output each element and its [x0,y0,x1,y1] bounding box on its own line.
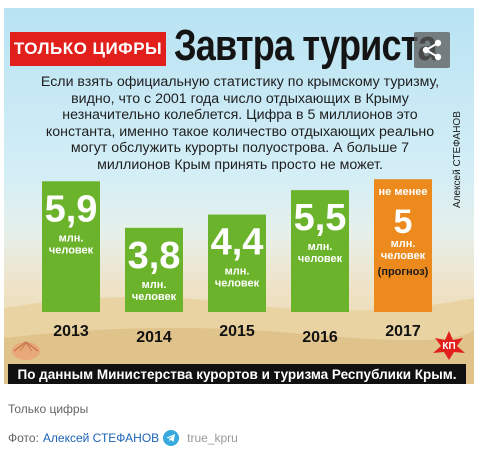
share-icon [422,39,442,61]
unit-label: млн. [308,241,333,253]
bar-chart: 5,9млн.человек20133,8млн.человек20144,4м… [42,179,432,346]
year-tick-label: 2017 [385,323,421,340]
forecast-suffix-label: (прогноз) [378,266,429,278]
unit-label: человек [215,278,260,290]
source-note: По данным Министерства курортов и туризм… [8,364,466,384]
year-tick-label: 2015 [219,323,255,340]
photo-prefix: Фото: [8,431,39,445]
headline: Завтра туриста [174,21,438,70]
unit-label: млн. [225,266,250,278]
telegram-icon[interactable] [163,430,180,446]
data-label: 5,9 [45,188,98,230]
share-button[interactable] [414,32,450,68]
unit-label: человек [298,253,343,265]
photo-caption: Только цифры [8,402,89,416]
svg-text:КП: КП [442,341,455,352]
section-badge: ТОЛЬКО ЦИФРЫ [10,32,166,66]
infographic: 5,9 млн. человек 2013 3,8 млн. человек 2014 4,4 м… [4,8,474,384]
author-link[interactable]: Алексей СТЕФАНОВ [42,431,160,445]
data-label: 5 [394,203,413,241]
bar [291,190,349,312]
data-label: 5,5 [294,197,347,239]
data-label: 3,8 [128,235,181,277]
forecast-prefix-label: не менее [379,186,428,198]
unit-label: человек [132,291,177,303]
photo-credit: Фото: Алексей СТЕФАНОВ true_kpru [8,430,238,446]
unit-label: человек [381,250,426,262]
kp-logo-icon: КП [433,331,465,360]
bar [374,179,432,312]
author-credit: Алексей СТЕФАНОВ [452,111,463,208]
bar [208,214,266,312]
unit-label: млн. [391,238,416,250]
unit-label: человек [49,244,94,256]
intro-text: Если взять официальную статистику по кры… [40,74,440,173]
bar [42,181,100,312]
unit-label: млн. [142,279,167,291]
seashell-icon [12,341,40,360]
telegram-handle[interactable]: true_kpru [187,431,238,445]
bar [125,227,183,312]
year-tick-label: 2016 [302,329,338,346]
unit-label: млн. [59,232,84,244]
data-label: 4,4 [211,222,264,264]
year-tick-label: 2014 [136,329,172,346]
year-tick-label: 2013 [53,323,89,340]
background: 5,9млн.человек20133,8млн.человек20144,4м… [4,8,474,384]
